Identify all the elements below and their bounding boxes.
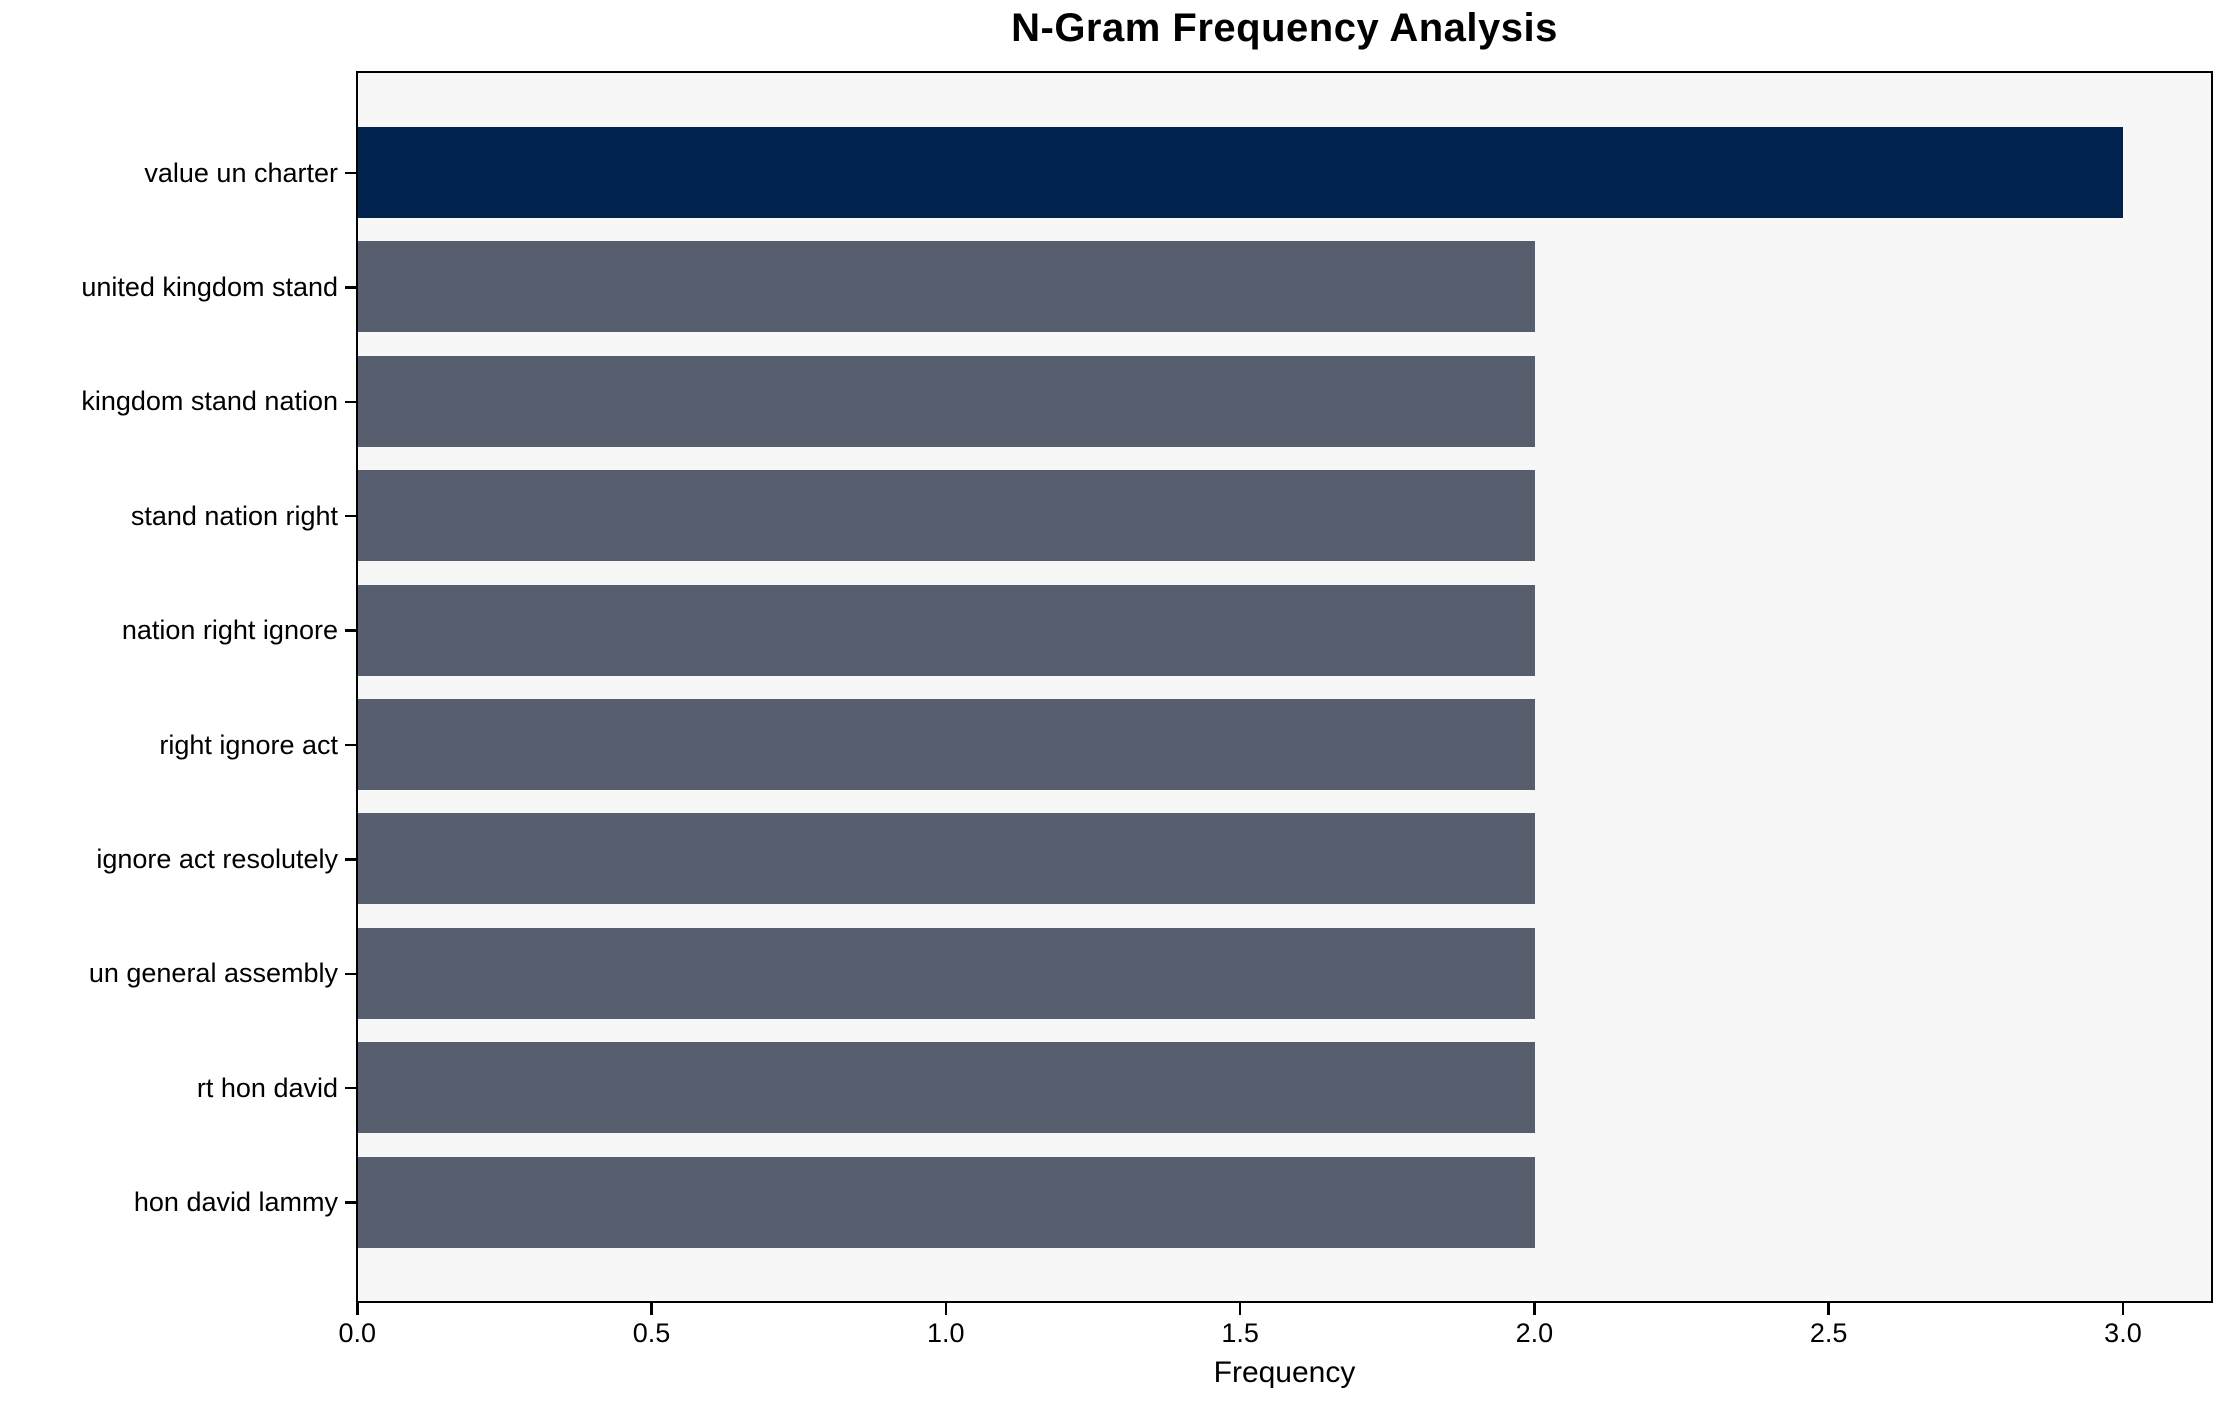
x-tick-mark — [650, 1303, 653, 1315]
bar — [358, 355, 1535, 447]
bar — [358, 1156, 1535, 1248]
x-tick-label: 1.0 — [927, 1318, 965, 1348]
y-tick-mark — [345, 858, 356, 861]
bar — [358, 470, 1535, 562]
y-tick-label: rt hon david — [196, 1072, 338, 1103]
x-tick-label: 2.0 — [1515, 1318, 1554, 1348]
x-axis-label: Frequency — [1213, 1356, 1356, 1389]
plot-area — [356, 71, 2213, 1303]
y-tick-mark — [345, 1086, 356, 1090]
x-tick-mark — [944, 1303, 948, 1315]
x-tick-mark — [356, 1303, 359, 1315]
x-tick-mark — [2121, 1303, 2125, 1315]
y-tick-label: nation right ignore — [121, 615, 338, 646]
y-tick-mark — [345, 629, 356, 632]
x-tick-mark — [1827, 1303, 1830, 1315]
x-tick-label: 0.5 — [632, 1318, 671, 1348]
y-tick-mark — [345, 171, 356, 175]
y-tick-mark — [345, 972, 356, 976]
y-tick-label: ignore act resolutely — [96, 843, 338, 874]
x-tick-label: 0.0 — [338, 1318, 377, 1348]
x-tick-mark — [1238, 1303, 1242, 1315]
y-tick-label: hon david lammy — [133, 1187, 338, 1218]
bar — [358, 927, 1535, 1019]
x-tick-label: 3.0 — [2104, 1318, 2142, 1348]
y-tick-mark — [345, 514, 356, 518]
bar — [358, 127, 2123, 218]
bar — [358, 584, 1535, 676]
bar — [358, 241, 1535, 333]
y-tick-label: united kingdom stand — [81, 271, 338, 302]
y-tick-mark — [345, 400, 356, 404]
x-tick-mark — [1533, 1303, 1536, 1315]
x-tick-label: 2.5 — [1809, 1318, 1848, 1348]
y-tick-label: stand nation right — [130, 500, 338, 531]
y-tick-label: value un charter — [144, 157, 338, 188]
x-tick-label: 1.5 — [1221, 1318, 1259, 1348]
bar — [358, 699, 1535, 790]
y-tick-label: un general assembly — [88, 958, 338, 989]
bar — [358, 813, 1535, 905]
y-tick-mark — [345, 1201, 356, 1204]
y-tick-label: right ignore act — [159, 729, 338, 760]
chart-title: N-Gram Frequency Analysis — [1011, 6, 1558, 50]
bar — [358, 1042, 1535, 1134]
y-tick-mark — [345, 743, 356, 747]
y-tick-mark — [345, 286, 356, 289]
y-tick-label: kingdom stand nation — [81, 386, 338, 417]
